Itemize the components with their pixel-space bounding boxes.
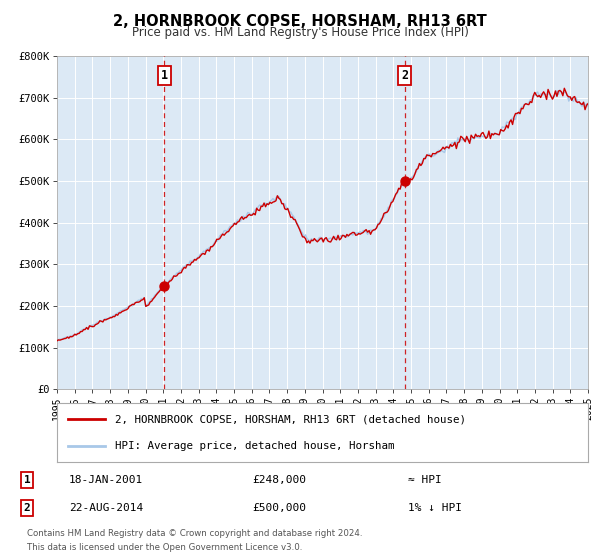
- Text: Contains HM Land Registry data © Crown copyright and database right 2024.: Contains HM Land Registry data © Crown c…: [27, 529, 362, 538]
- Text: 1% ↓ HPI: 1% ↓ HPI: [408, 503, 462, 513]
- Text: HPI: Average price, detached house, Horsham: HPI: Average price, detached house, Hors…: [115, 441, 395, 451]
- Text: This data is licensed under the Open Government Licence v3.0.: This data is licensed under the Open Gov…: [27, 543, 302, 552]
- Text: 2, HORNBROOK COPSE, HORSHAM, RH13 6RT (detached house): 2, HORNBROOK COPSE, HORSHAM, RH13 6RT (d…: [115, 414, 466, 424]
- Text: 2: 2: [23, 503, 31, 513]
- Text: 2: 2: [401, 69, 408, 82]
- Text: £500,000: £500,000: [252, 503, 306, 513]
- Text: £248,000: £248,000: [252, 475, 306, 485]
- Text: 2, HORNBROOK COPSE, HORSHAM, RH13 6RT: 2, HORNBROOK COPSE, HORSHAM, RH13 6RT: [113, 14, 487, 29]
- Text: 1: 1: [23, 475, 31, 485]
- Text: 18-JAN-2001: 18-JAN-2001: [69, 475, 143, 485]
- Text: Price paid vs. HM Land Registry's House Price Index (HPI): Price paid vs. HM Land Registry's House …: [131, 26, 469, 39]
- Text: 1: 1: [161, 69, 167, 82]
- Text: ≈ HPI: ≈ HPI: [408, 475, 442, 485]
- Text: 22-AUG-2014: 22-AUG-2014: [69, 503, 143, 513]
